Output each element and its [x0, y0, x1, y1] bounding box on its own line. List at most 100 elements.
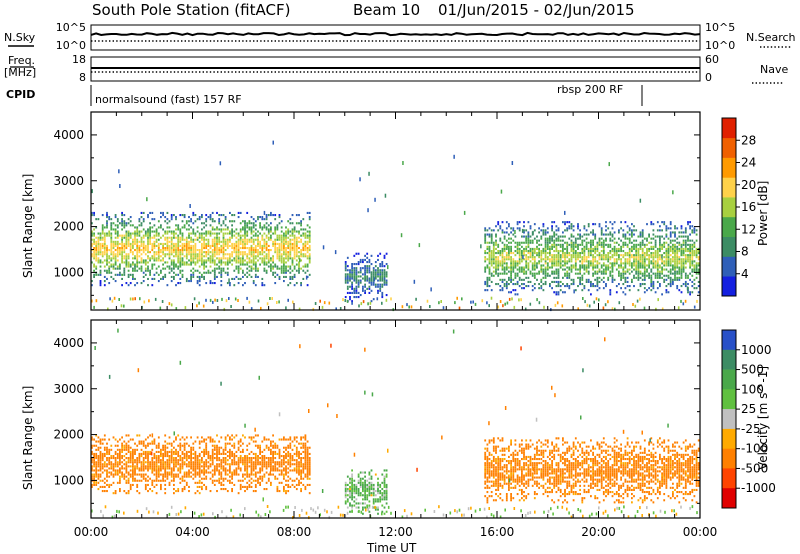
- heatmap-cell: [656, 268, 659, 271]
- heatmap-cell: [505, 264, 508, 267]
- heatmap-cell: [229, 232, 231, 235]
- heatmap-cell: [110, 473, 113, 476]
- heatmap-cell: [572, 235, 575, 238]
- heatmap-cell: [503, 231, 506, 234]
- heatmap-cell: [624, 272, 627, 275]
- heatmap-cell: [613, 264, 616, 267]
- heatmap-cell: [505, 287, 508, 290]
- heatmap-cell: [366, 256, 369, 259]
- heatmap-cell: [144, 457, 147, 460]
- heatmap-cell: [521, 241, 523, 244]
- heatmap-cell: [190, 257, 192, 260]
- heatmap-cell: [144, 244, 147, 247]
- heatmap-cell: [203, 240, 205, 243]
- heatmap-cell: [112, 457, 115, 460]
- heatmap-cell: [110, 236, 113, 239]
- heatmap-cell: [185, 255, 188, 258]
- heatmap-cell: [499, 250, 502, 253]
- heatmap-cell: [637, 256, 640, 259]
- heatmap-cell: [192, 240, 195, 243]
- ground-scatter-cell: [410, 305, 413, 309]
- heatmap-cell: [291, 277, 294, 280]
- heatmap-cell: [484, 250, 487, 253]
- heatmap-cell: [233, 277, 236, 280]
- heatmap-cell: [110, 448, 113, 451]
- heatmap-cell: [497, 283, 500, 286]
- heatmap-cell: [134, 263, 136, 266]
- heatmap-cell: [672, 260, 674, 263]
- heatmap-cell: [697, 270, 700, 273]
- speckle-cell: [359, 177, 361, 182]
- heatmap-cell: [285, 271, 287, 274]
- heatmap-cell: [285, 257, 287, 260]
- heatmap-cell: [609, 274, 612, 277]
- heatmap-cell: [132, 275, 134, 278]
- heatmap-cell: [162, 247, 164, 250]
- heatmap-cell: [650, 223, 653, 226]
- heatmap-cell: [516, 250, 519, 253]
- heatmap-cell: [179, 442, 182, 445]
- heatmap-cell: [488, 260, 491, 263]
- heatmap-cell: [99, 452, 102, 455]
- heatmap-cell: [121, 247, 123, 250]
- heatmap-cell: [123, 463, 126, 466]
- heatmap-cell: [592, 243, 594, 246]
- heatmap-cell: [179, 446, 182, 449]
- heatmap-cell: [91, 280, 93, 283]
- heatmap-cell: [536, 272, 538, 275]
- heatmap-cell: [181, 244, 184, 247]
- ground-scatter-cell: [582, 297, 584, 300]
- heatmap-cell: [516, 260, 519, 263]
- heatmap-cell: [201, 488, 203, 491]
- heatmap-cell: [538, 272, 540, 275]
- heatmap-cell: [381, 279, 384, 282]
- heatmap-cell: [112, 475, 115, 478]
- heatmap-cell: [596, 278, 599, 281]
- heatmap-cell: [250, 216, 253, 219]
- heatmap-cell: [203, 251, 205, 254]
- heatmap-cell: [626, 270, 629, 273]
- heatmap-cell: [654, 243, 657, 246]
- heatmap-cell: [497, 258, 500, 261]
- heatmap-cell: [553, 260, 556, 263]
- heatmap-cell: [149, 452, 151, 455]
- heatmap-cell: [351, 281, 353, 284]
- heatmap-cell: [613, 250, 616, 253]
- heatmap-cell: [306, 236, 309, 239]
- heatmap-cell: [267, 230, 270, 233]
- heatmap-cell: [497, 243, 500, 246]
- heatmap-cell: [209, 455, 212, 458]
- heatmap-cell: [285, 275, 287, 278]
- heatmap-cell: [615, 254, 618, 257]
- ground-scatter-cell: [132, 297, 134, 301]
- heatmap-cell: [112, 244, 115, 247]
- heatmap-cell: [205, 442, 208, 445]
- heatmap-cell: [542, 289, 545, 292]
- heatmap-cell: [368, 267, 371, 270]
- heatmap-cell: [203, 455, 205, 458]
- ground-scatter-cell: [250, 307, 253, 311]
- heatmap-cell: [531, 241, 534, 244]
- ground-scatter-cell: [148, 299, 150, 303]
- heatmap-cell: [622, 243, 625, 246]
- heatmap-cell: [527, 245, 530, 248]
- heatmap-cell: [207, 452, 210, 455]
- heatmap-cell: [553, 272, 556, 275]
- heatmap-cell: [628, 289, 631, 292]
- heatmap-cell: [263, 261, 266, 264]
- heatmap-cell: [285, 242, 287, 245]
- heatmap-cell: [153, 440, 156, 443]
- ground-scatter-cell: [342, 298, 344, 302]
- heatmap-cell: [656, 229, 659, 232]
- heatmap-cell: [672, 256, 674, 259]
- heatmap-cell: [659, 264, 661, 267]
- heatmap-cell: [153, 455, 156, 458]
- heatmap-cell: [207, 259, 210, 262]
- heatmap-cell: [364, 279, 366, 282]
- heatmap-cell: [121, 249, 123, 252]
- heatmap-cell: [298, 222, 300, 225]
- heatmap-cell: [285, 251, 287, 254]
- heatmap-cell: [609, 293, 612, 296]
- heatmap-cell: [590, 262, 592, 265]
- ground-scatter-cell: [118, 298, 120, 301]
